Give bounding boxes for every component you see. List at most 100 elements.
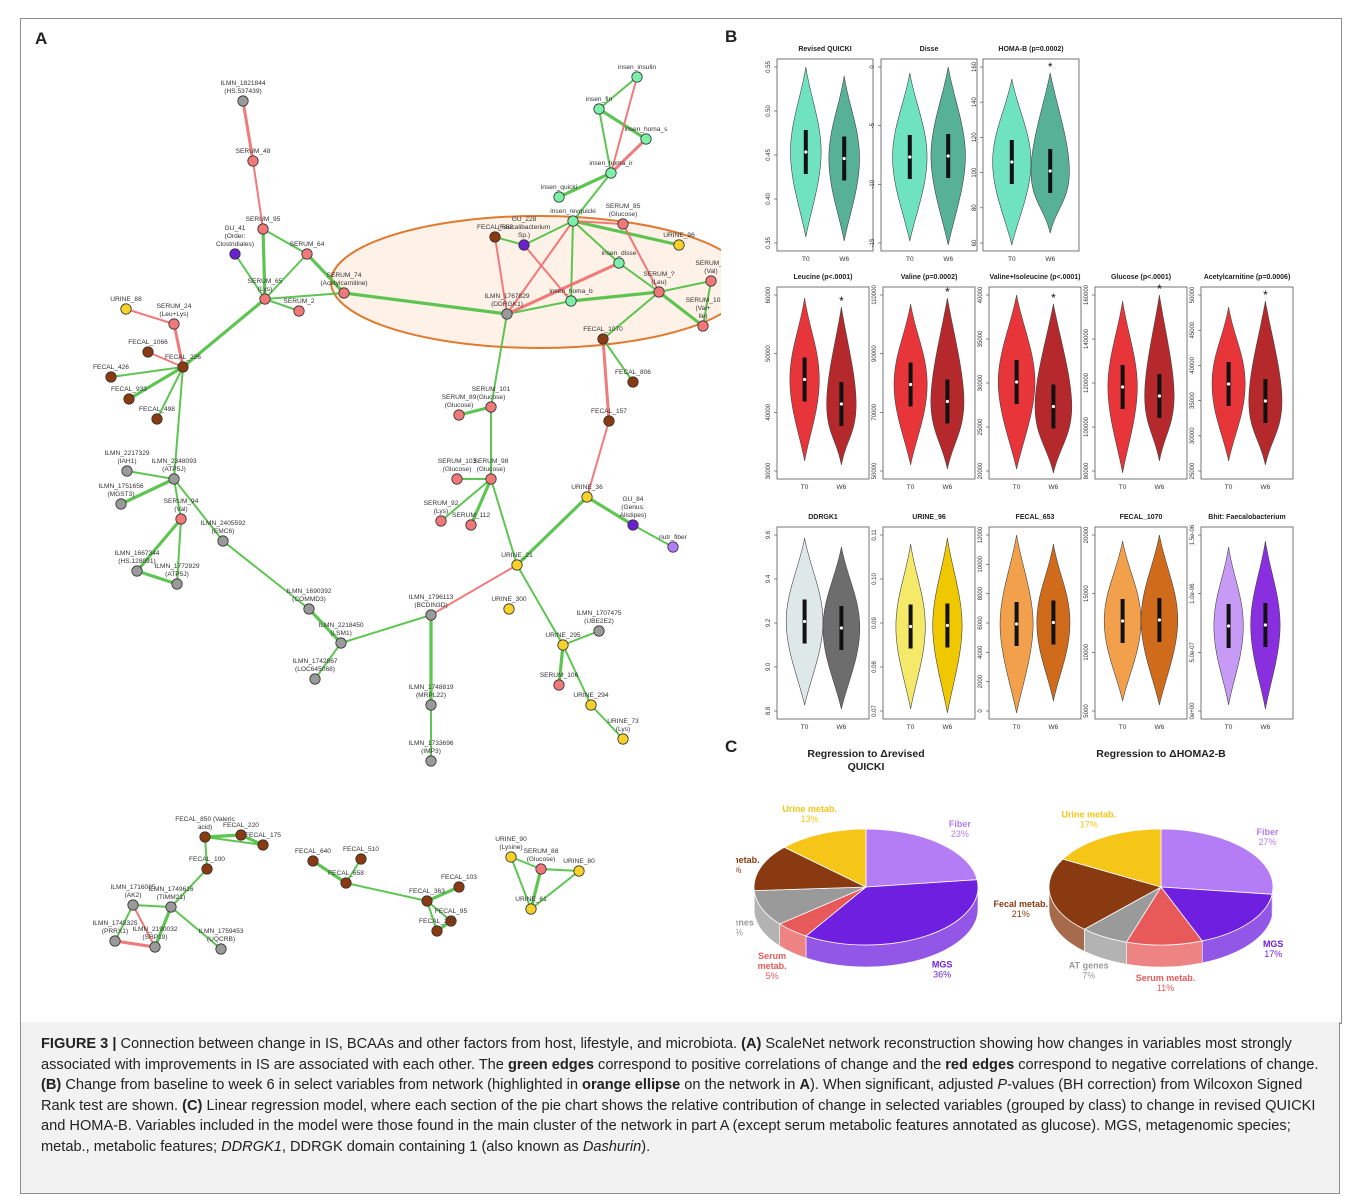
negative-edge — [252, 160, 264, 230]
node-label: SERUM_65 (Lys) — [248, 278, 283, 293]
y-tick-label: 0.07 — [872, 705, 878, 717]
node-dot — [631, 71, 643, 83]
positive-edge — [110, 366, 184, 378]
positive-edge — [156, 366, 184, 420]
caption-red-edges: red edges — [945, 1056, 1015, 1073]
pie-pct: 17% — [1080, 819, 1098, 829]
network-node: SERUM_? (Leu) — [643, 271, 675, 298]
node-label: ILMN_2348093 (ATP5J) — [151, 458, 196, 473]
node-label: ILMN_1749616 (TIMM21) — [148, 886, 193, 901]
network-node: ILMN_1759453 (UQCRB) — [198, 928, 244, 955]
positive-edge — [132, 904, 172, 908]
violin-median — [946, 154, 950, 158]
y-tick-label: 12000 — [978, 526, 984, 543]
network-node: FECAL_103 — [441, 874, 477, 893]
network-node: FECAL_270 — [419, 918, 455, 937]
significance-star: * — [839, 294, 844, 308]
node-dot — [229, 248, 241, 260]
violin-plot: Valine+Isoleucine (p<.0001) 20000 25000 300… — [978, 274, 1082, 491]
violin-plot: FECAL_1070 5000 10000 15000 20000 T0 W6 — [1084, 514, 1188, 731]
significance-star: * — [945, 285, 950, 299]
y-tick-label: 0.11 — [872, 529, 878, 541]
positive-edge — [136, 569, 178, 586]
network-node: FECAL_157 — [591, 408, 627, 427]
negative-edge — [494, 236, 508, 315]
node-dot — [535, 863, 547, 875]
significance-star: * — [1051, 291, 1056, 305]
node-label: ILMN_1733696 (IMP3) — [408, 740, 453, 755]
node-label: insen_homa_ir — [589, 160, 633, 167]
violin-median — [1121, 385, 1125, 389]
node-dot — [518, 239, 530, 251]
positive-edge — [540, 868, 580, 872]
pie-title: Regression to Δrevised QUICKI — [807, 748, 924, 773]
positive-edge — [632, 524, 674, 548]
network-node: SERUM_98 (Glucose) — [474, 458, 509, 485]
node-label: URINE_96 — [663, 232, 695, 239]
node-dot — [149, 941, 161, 953]
y-tick-label: 140 — [972, 97, 978, 108]
network-node: URINE_73 (Lys) — [607, 718, 639, 745]
y-tick-label: 0.40 — [766, 193, 772, 205]
node-dot — [257, 223, 269, 235]
node-dot — [597, 333, 609, 345]
pie-label: Fiber 23% — [949, 819, 972, 839]
network-node: ILMN_1767829 (DDRGK1) — [484, 293, 530, 320]
node-dot — [120, 303, 132, 315]
node-dot — [168, 473, 180, 485]
node-label: FECAL_933 — [111, 386, 147, 393]
network-node: ILMN_1690392 (COMMD3) — [286, 588, 332, 615]
y-tick-label: 100 — [972, 167, 978, 178]
positive-edge — [515, 495, 589, 567]
y-tick-label: 60 — [972, 239, 978, 246]
y-tick-label: 0.10 — [872, 573, 878, 585]
y-tick-label: 0.35 — [766, 237, 772, 249]
node-dot — [301, 248, 313, 260]
group-label: T0 — [907, 724, 915, 731]
network-node: URINE_294 — [573, 692, 609, 711]
node-dot — [617, 733, 629, 745]
positive-edge — [506, 300, 572, 315]
node-label: ILMN_1742867 (LOC645068) — [292, 658, 337, 673]
y-tick-label: -5 — [870, 122, 876, 128]
node-dot — [501, 308, 513, 320]
pie-pct: 21% — [1012, 909, 1030, 919]
negative-edge — [506, 220, 574, 315]
network-node: SERUM_106 — [540, 672, 579, 691]
node-label: SERUM_95 — [246, 216, 281, 223]
violin-title: HOMA-B (p=0.0002) — [998, 46, 1063, 53]
significance-star: * — [1263, 288, 1268, 302]
violin-median — [909, 382, 913, 387]
caption-b-a: A — [799, 1077, 810, 1093]
y-tick-label: 0 — [978, 709, 984, 713]
y-tick-label: 140000 — [1084, 328, 1090, 349]
node-label: FECAL_220 — [223, 822, 259, 829]
caption-mid2: correspond to negative correlations of c… — [1014, 1056, 1319, 1073]
pie-pct: 27% — [1259, 837, 1277, 847]
negative-edge — [586, 420, 610, 498]
violin-median — [842, 156, 846, 161]
positive-edge — [586, 495, 634, 527]
network-node: FECAL_510 — [343, 846, 379, 865]
node-dot — [435, 515, 447, 527]
node-dot — [109, 935, 121, 947]
pie-panel: Regression to Δrevised QUICKI Fiber 23% MGS 3… — [736, 748, 1283, 993]
y-tick-label: 30000 — [978, 374, 984, 391]
node-label: URINE_300 — [491, 596, 527, 603]
positive-edge — [120, 477, 175, 506]
network-panel: ILMN_1821844 (HS.537439) SERUM_48 SERUM_95 G… — [92, 64, 721, 955]
node-dot — [142, 346, 154, 358]
y-tick-label: 70000 — [872, 403, 878, 420]
y-tick-label: 25000 — [978, 418, 984, 435]
pie-slice — [1048, 858, 1163, 930]
network-node: insen_homa_s — [625, 126, 669, 145]
network-node: FECAL_95 — [435, 908, 467, 927]
y-tick-label: 9.0 — [766, 662, 772, 671]
y-tick-label: 8000 — [978, 586, 984, 600]
violin-median — [1227, 624, 1231, 628]
network-node: FECAL_426 — [93, 364, 129, 383]
node-label: insen_homa_s — [625, 126, 669, 133]
node-label: ILMN_2190032 (SRP19) — [132, 926, 177, 941]
network-node: FECAL_1066 — [128, 339, 168, 358]
y-tick-label: 110000 — [872, 285, 878, 305]
